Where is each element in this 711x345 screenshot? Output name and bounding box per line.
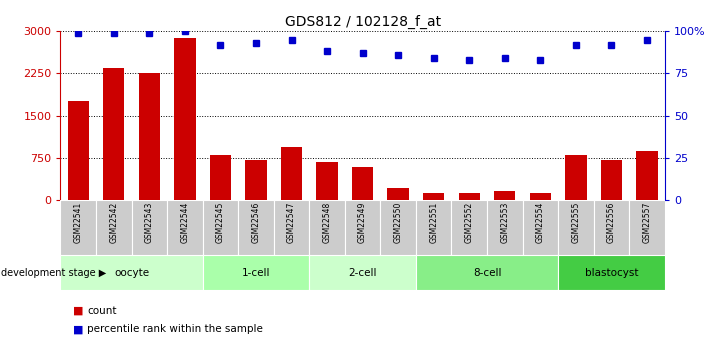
Text: ■: ■ (73, 306, 83, 315)
Bar (309, 255, 416, 290)
Bar (352, 167, 373, 200)
Title: GDS812 / 102128_f_at: GDS812 / 102128_f_at (284, 14, 441, 29)
Text: GSM22549: GSM22549 (358, 202, 367, 243)
Bar (530, 193, 551, 200)
Bar (423, 193, 444, 200)
Text: GSM22545: GSM22545 (216, 202, 225, 243)
Text: 1-cell: 1-cell (242, 268, 270, 277)
Bar (601, 159, 622, 200)
Bar (167, 200, 203, 255)
Bar (594, 200, 629, 255)
Text: GSM22555: GSM22555 (572, 202, 580, 243)
Bar (103, 68, 124, 200)
Text: blastocyst: blastocyst (584, 268, 638, 277)
Text: GSM22544: GSM22544 (181, 202, 189, 243)
Bar (281, 147, 302, 200)
Bar (132, 200, 167, 255)
Text: GSM22546: GSM22546 (252, 202, 260, 243)
Text: GSM22548: GSM22548 (323, 202, 331, 243)
Bar (416, 255, 558, 290)
Bar (558, 255, 665, 290)
Bar (316, 162, 338, 200)
Bar (96, 200, 132, 255)
Bar (487, 200, 523, 255)
Text: GSM22547: GSM22547 (287, 202, 296, 243)
Bar (636, 151, 658, 200)
Bar (139, 73, 160, 200)
Bar (380, 200, 416, 255)
Bar (274, 200, 309, 255)
Bar (558, 200, 594, 255)
Bar (238, 200, 274, 255)
Text: GSM22557: GSM22557 (643, 202, 651, 243)
Bar (68, 101, 89, 200)
Bar (203, 255, 309, 290)
Text: GSM22554: GSM22554 (536, 202, 545, 243)
Bar (494, 191, 515, 200)
Bar (416, 200, 451, 255)
Text: ■: ■ (73, 325, 83, 334)
Bar (203, 200, 238, 255)
Bar (210, 155, 231, 200)
Text: 2-cell: 2-cell (348, 268, 377, 277)
Text: percentile rank within the sample: percentile rank within the sample (87, 325, 263, 334)
Bar (629, 200, 665, 255)
Text: GSM22553: GSM22553 (501, 202, 509, 243)
Text: development stage ▶: development stage ▶ (1, 268, 107, 277)
Text: GSM22551: GSM22551 (429, 202, 438, 243)
Bar (387, 188, 409, 200)
Text: 8-cell: 8-cell (473, 268, 501, 277)
Bar (309, 200, 345, 255)
Text: GSM22542: GSM22542 (109, 202, 118, 243)
Bar (245, 159, 267, 200)
Bar (451, 200, 487, 255)
Bar (565, 155, 587, 200)
Bar (459, 193, 480, 200)
Bar (523, 200, 558, 255)
Text: oocyte: oocyte (114, 268, 149, 277)
Bar (174, 38, 196, 200)
Text: GSM22543: GSM22543 (145, 202, 154, 243)
Text: GSM22541: GSM22541 (74, 202, 82, 243)
Text: GSM22552: GSM22552 (465, 202, 474, 243)
Text: GSM22550: GSM22550 (394, 202, 402, 243)
Bar (345, 200, 380, 255)
Bar (60, 200, 96, 255)
Text: GSM22556: GSM22556 (607, 202, 616, 243)
Text: count: count (87, 306, 117, 315)
Bar (60, 255, 203, 290)
